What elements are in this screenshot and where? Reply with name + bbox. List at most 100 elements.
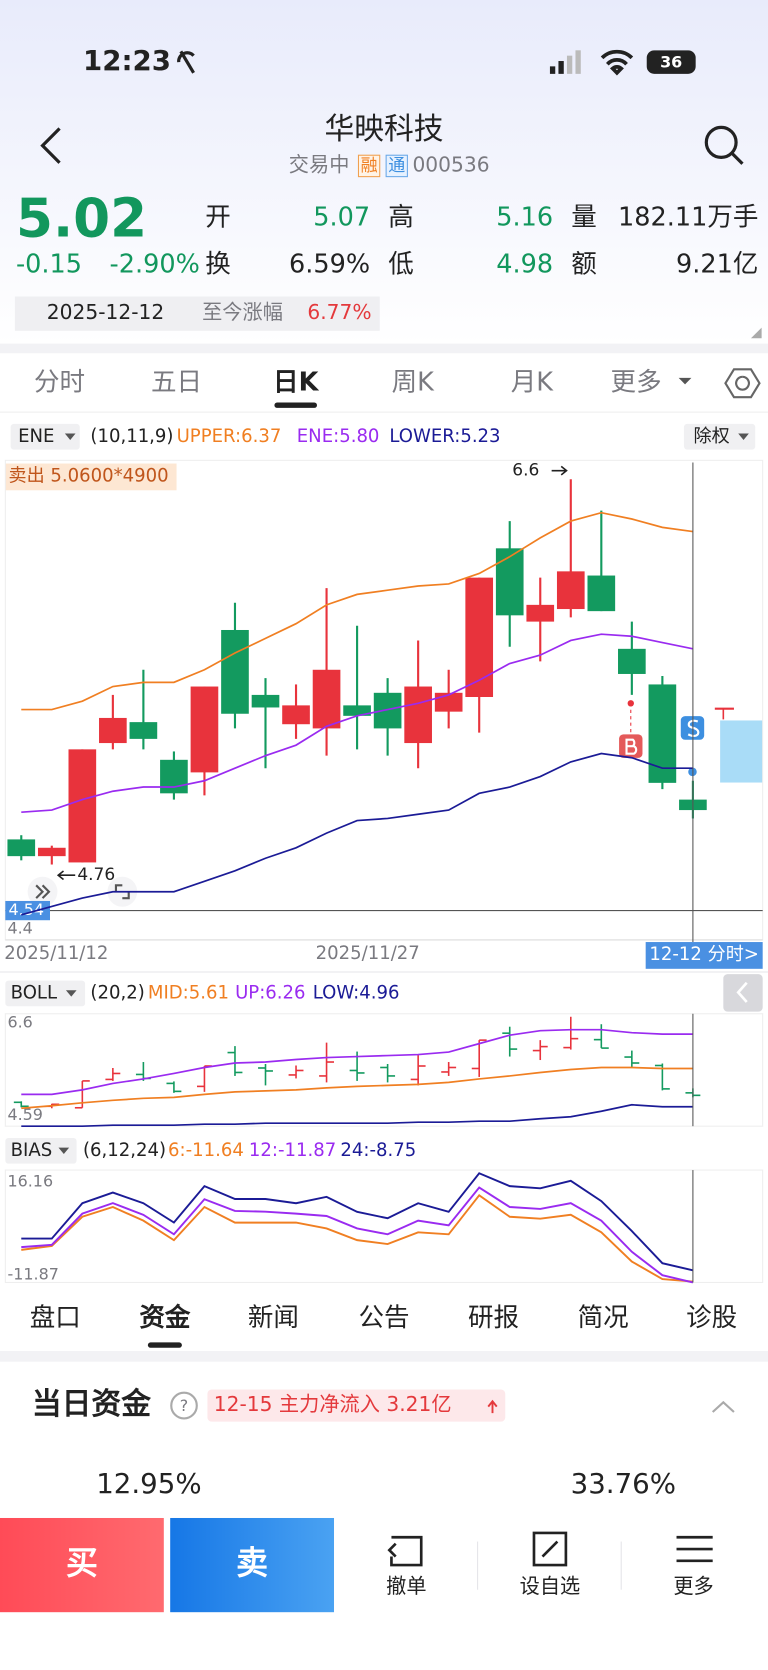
rights-label: 除权: [694, 426, 730, 447]
period-tab[interactable]: 分时: [34, 367, 85, 397]
candle-body: [343, 705, 371, 716]
section-tab[interactable]: 资金: [139, 1302, 190, 1333]
section-tab[interactable]: 研报: [468, 1303, 519, 1333]
indicator-line: [21, 1103, 693, 1128]
funds-title: 当日资金: [32, 1387, 152, 1422]
legend-entry: UP:6.26: [235, 982, 305, 1003]
battery-icon: [646, 50, 696, 74]
section-tab[interactable]: 诊股: [686, 1303, 737, 1333]
indicator-line: [21, 511, 694, 711]
since-value: 6.77%: [307, 300, 371, 324]
indicator-params: (20,2): [90, 982, 144, 1003]
sell-button[interactable]: [170, 1517, 335, 1613]
indicator-name: BOLL: [11, 982, 57, 1003]
y-tick-label: 6.6: [7, 1013, 32, 1032]
section-tab[interactable]: 新闻: [248, 1303, 299, 1333]
period-tab[interactable]: 更多: [611, 367, 662, 397]
price: 5.02: [16, 186, 147, 249]
funds-stat: 33.76%: [571, 1467, 676, 1500]
candle-body: [282, 705, 310, 725]
section-tab[interactable]: 盘口: [30, 1303, 81, 1333]
candle-body: [495, 548, 524, 616]
y-tick-label: 16.16: [7, 1171, 53, 1190]
badge-box: [385, 154, 408, 178]
rights-select[interactable]: [683, 423, 756, 450]
settings-icon[interactable]: [724, 368, 761, 399]
quote-value: 5.16: [496, 202, 553, 232]
indicator-params: (6,12,24): [83, 1140, 166, 1161]
period-tab[interactable]: 周K: [392, 367, 435, 397]
legend-entry: 6:-11.64: [168, 1140, 244, 1161]
mute-icon: [177, 50, 195, 74]
search-icon[interactable]: [730, 151, 744, 165]
signal-bar: [566, 55, 573, 74]
panel-frame: [4, 1013, 764, 1127]
action-label[interactable]: 设自选: [520, 1574, 581, 1598]
period-tab[interactable]: 月K: [511, 367, 554, 397]
cursor-date[interactable]: 12-12 分时>: [649, 944, 759, 965]
candle-body: [526, 604, 555, 622]
candle-body: [37, 847, 66, 857]
sell-label[interactable]: 卖: [236, 1544, 268, 1582]
candle-body: [312, 669, 341, 729]
quote-value: 5.07: [313, 202, 370, 232]
stock-code: 000536: [412, 152, 489, 176]
search-icon[interactable]: [704, 125, 738, 159]
change-pct: -2.90%: [110, 249, 200, 279]
candle-body: [160, 759, 188, 794]
indicator-select[interactable]: [10, 423, 80, 450]
quote-date: 2025-12-12: [47, 300, 164, 324]
trade-status: 交易中: [289, 152, 350, 176]
buy-button[interactable]: [0, 1517, 164, 1613]
trade-dot: [627, 700, 634, 707]
x-tick-label: 2025/11/27: [316, 943, 420, 964]
more-icon[interactable]: [676, 1535, 713, 1563]
quote-value: 6.59%: [289, 249, 370, 279]
quote-label: 高: [388, 202, 414, 232]
section-tab[interactable]: 公告: [358, 1303, 409, 1333]
collapse-chevron[interactable]: [711, 1400, 735, 1413]
candle-body: [251, 694, 280, 708]
indicator-line: [21, 1186, 694, 1284]
cancel-icon[interactable]: [387, 1535, 423, 1567]
crosshair-tag: [5, 900, 50, 921]
candle-body: [68, 749, 97, 863]
signal-bar: [549, 66, 556, 74]
funds-flow: 12-15 主力净流入 3.21亿: [214, 1392, 452, 1416]
candle-body: [556, 571, 585, 610]
order-note-box: [5, 463, 177, 491]
expand-icon: [35, 884, 51, 899]
quote-label: 换: [205, 249, 231, 279]
action-label[interactable]: 更多: [673, 1574, 713, 1598]
section-tab[interactable]: 简况: [578, 1303, 629, 1333]
collapse-button[interactable]: [723, 974, 763, 1012]
watch-icon[interactable]: [532, 1531, 568, 1567]
separator: [0, 1350, 768, 1362]
legend-entry: MID:5.61: [148, 982, 229, 1003]
date-box: [14, 296, 380, 331]
collapse-icon: [736, 981, 748, 1003]
quote-value: 4.98: [496, 249, 553, 279]
period-tab[interactable]: 日K: [273, 367, 319, 397]
action-label[interactable]: 撤单: [386, 1574, 426, 1598]
cursor-date-tag[interactable]: [645, 942, 763, 969]
candle-body: [190, 686, 219, 773]
buy-label[interactable]: 买: [66, 1544, 98, 1582]
badge-box: [357, 154, 381, 178]
indicator-select[interactable]: [5, 980, 86, 1007]
quote-label: 额: [571, 249, 597, 279]
back-button[interactable]: [40, 127, 61, 164]
header-bg: [0, 0, 768, 345]
signal-bar: [575, 50, 581, 74]
select-arrow: [738, 433, 749, 440]
help-icon[interactable]: [170, 1391, 198, 1420]
signal-bar: [558, 61, 564, 74]
indicator-select[interactable]: [5, 1137, 77, 1164]
low-arrow: [56, 870, 76, 881]
quote-value: 9.21亿: [676, 249, 758, 279]
period-tab[interactable]: 五日: [151, 367, 202, 397]
change: -0.15: [16, 249, 82, 279]
search-button[interactable]: [704, 125, 744, 165]
highlight-box: [720, 720, 763, 783]
